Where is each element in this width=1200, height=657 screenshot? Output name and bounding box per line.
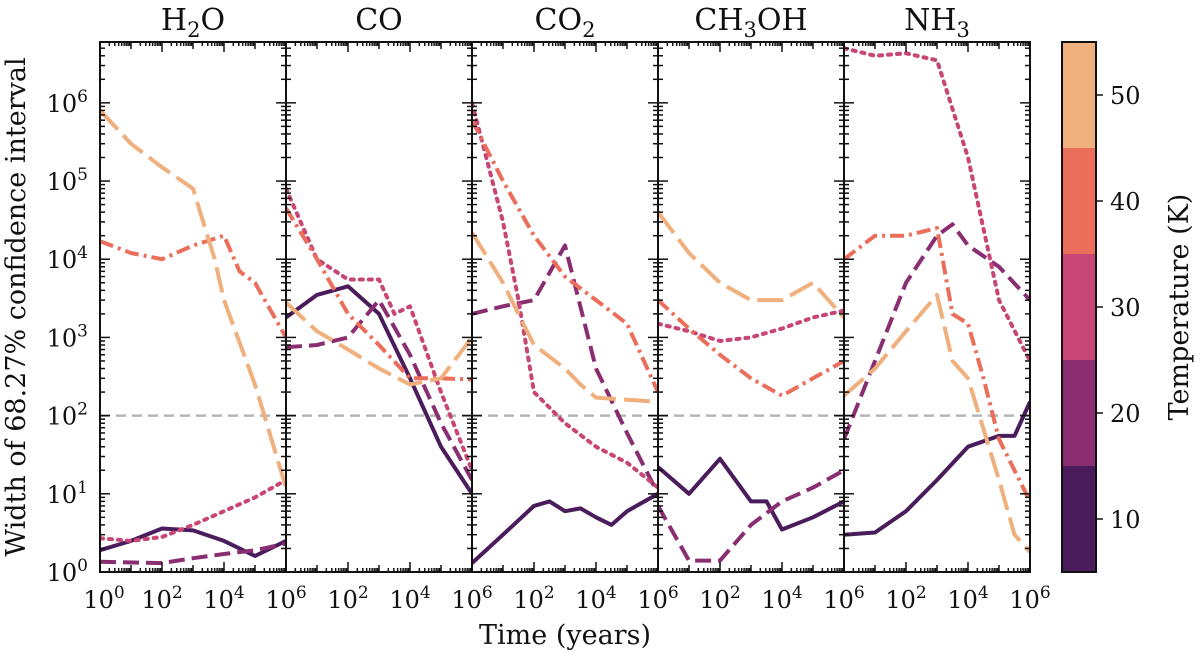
x-tick-label: 106	[1009, 583, 1050, 614]
panel-title: CO	[355, 3, 403, 38]
colorbar-label: Temperature (K)	[1164, 194, 1195, 421]
x-tick-label: 102	[699, 583, 740, 614]
series-line-20k	[286, 298, 472, 481]
x-tick-label: 102	[885, 583, 926, 614]
x-tick-label: 102	[513, 583, 554, 614]
panel-co: CO 102 104 106	[285, 3, 493, 614]
y-tick-label: 101	[47, 478, 88, 509]
colorbar-tick-label: 50	[1110, 82, 1141, 110]
x-tick-label: 106	[823, 583, 864, 614]
panel-frame	[285, 41, 473, 573]
colorbar-tick-label: 40	[1110, 188, 1141, 216]
series-line-10k	[658, 456, 844, 532]
y-tick-label: 104	[47, 243, 88, 274]
y-tick-labels: 100 101 102 103 104 105 106	[47, 87, 88, 587]
x-tick-label: 106	[265, 583, 306, 614]
colorbar-band	[1062, 360, 1096, 466]
x-tick-label: 104	[575, 583, 616, 614]
series-line-30k	[286, 186, 472, 473]
panel-h2o: H2O 100 102 104 106	[83, 3, 306, 614]
panel-title: H2O	[161, 3, 225, 42]
x-tick-label: 104	[203, 583, 244, 614]
panel-ch3oh: CH3OH 102 104 106	[657, 3, 865, 614]
series-line-50k	[286, 301, 472, 387]
series-line-50k	[100, 109, 286, 489]
series-line-50k	[658, 210, 844, 319]
x-tick-label: 106	[637, 583, 678, 614]
series-line-20k	[844, 222, 1030, 440]
colorbar-tick-label: 10	[1110, 506, 1141, 534]
series-line-50k	[472, 231, 658, 404]
panel-title: NH3	[904, 3, 970, 42]
panel-nh3: NH3 102 104 106	[843, 3, 1051, 614]
series-line-10k	[472, 492, 658, 565]
y-axis-label: Width of 68.27% confidence interval	[1, 57, 32, 556]
colorbar-band	[1062, 148, 1096, 254]
panel-title: CO2	[535, 3, 596, 42]
series-line-30k	[100, 478, 286, 543]
x-tick-label: 100	[83, 583, 124, 614]
series-line-20k	[100, 541, 286, 566]
colorbar-tick-label: 20	[1110, 400, 1141, 428]
series-line-20k	[472, 243, 658, 495]
panel-co2: CO2 102 104 106	[471, 3, 679, 614]
y-tick-label: 105	[47, 165, 88, 196]
series-line-10k	[286, 284, 472, 495]
series-line-50k	[844, 292, 1030, 554]
y-tick-label: 106	[47, 87, 88, 118]
series-line-10k	[844, 400, 1030, 537]
x-tick-label: 104	[947, 583, 988, 614]
series-line-30k	[658, 308, 844, 343]
colorbar-band	[1062, 466, 1096, 572]
series-line-30k	[472, 100, 658, 490]
x-tick-label: 106	[451, 583, 492, 614]
colorbar: 10 20 30 40 50	[1061, 41, 1141, 573]
series-line-40k	[286, 207, 472, 382]
colorbar-band	[1062, 254, 1096, 360]
x-axis-label: Time (years)	[479, 620, 651, 651]
x-tick-label: 104	[389, 583, 430, 614]
series-line-40k	[472, 119, 658, 393]
series-line-40k	[658, 298, 844, 398]
x-tick-label: 102	[327, 583, 368, 614]
series-line-20k	[658, 468, 844, 563]
series-line-30k	[844, 46, 1030, 363]
series-line-40k	[844, 226, 1030, 503]
colorbar-tick-label: 30	[1110, 294, 1141, 322]
y-tick-label: 103	[47, 321, 88, 352]
colorbar-band	[1062, 42, 1096, 148]
y-tick-label: 100	[47, 556, 88, 587]
series-line-40k	[100, 233, 286, 339]
panel-title: CH3OH	[694, 3, 807, 42]
x-tick-label: 104	[761, 583, 802, 614]
x-tick-label: 102	[141, 583, 182, 614]
y-tick-label: 102	[47, 400, 88, 431]
panel-frame	[99, 41, 287, 573]
